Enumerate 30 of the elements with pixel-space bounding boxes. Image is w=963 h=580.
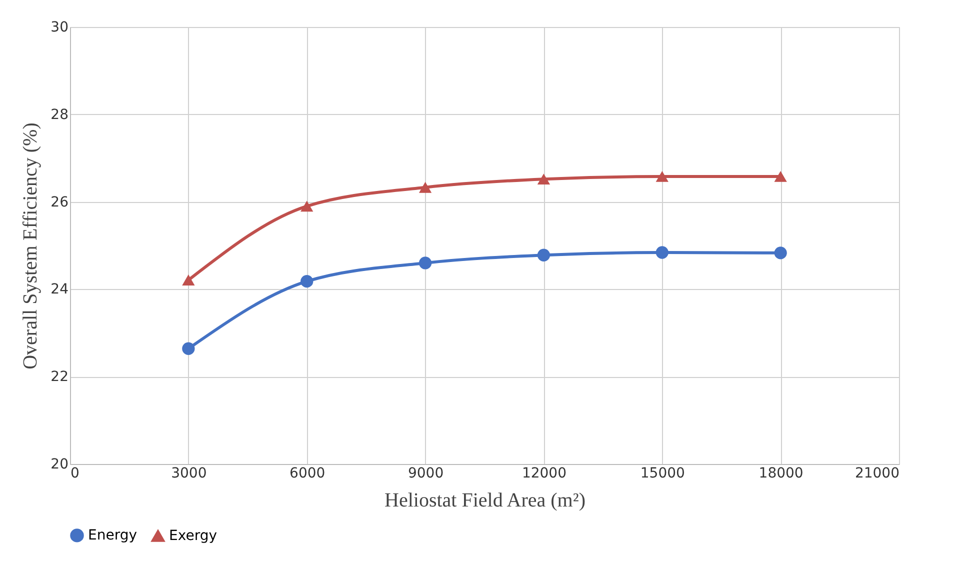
point	[300, 200, 314, 212]
point	[537, 174, 550, 185]
x-tick-label: 0	[70, 466, 80, 482]
point	[656, 170, 668, 182]
point	[300, 275, 314, 288]
x-tick-label: 18000	[758, 466, 804, 482]
x-tick-label: 15000	[640, 466, 685, 482]
y-tick-label: 20	[50, 456, 68, 472]
y-tick-label: 26	[50, 194, 69, 210]
x-tick-label: 6000	[290, 466, 326, 482]
x-tick-label: 21000	[854, 466, 900, 482]
legend-label: Exergy	[169, 528, 217, 544]
x-tick-label: 9000	[408, 466, 444, 482]
point	[537, 248, 550, 262]
point	[418, 182, 432, 193]
legend-label: Energy	[88, 527, 138, 544]
y-tick-label: 24	[50, 282, 69, 298]
x-axis-title: Heliostat Field Area (m²)	[384, 490, 586, 512]
x-tick-label: 3000	[171, 466, 207, 482]
y-tick-label: 28	[50, 106, 68, 123]
point	[182, 274, 195, 286]
point	[656, 246, 668, 259]
y-tick-label: 30	[50, 20, 68, 36]
y-axis-title: Overall System Efficiency (%)	[20, 122, 42, 370]
point	[182, 342, 195, 355]
point	[418, 256, 432, 270]
y-tick-label: 22	[50, 369, 68, 386]
point	[774, 246, 787, 260]
x-tick-label: 12000	[522, 466, 566, 482]
point	[774, 170, 787, 182]
